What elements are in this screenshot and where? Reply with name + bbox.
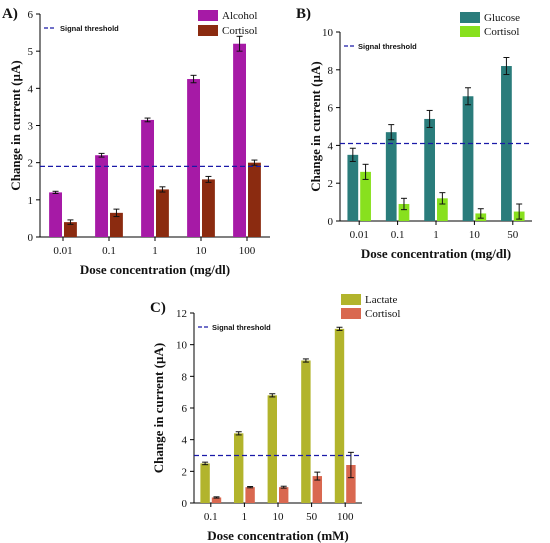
bar (301, 360, 311, 503)
legend-label: Cortisol (365, 308, 400, 320)
y-tick-label: 4 (328, 140, 334, 152)
y-tick-label: 8 (182, 371, 188, 383)
legend-label: Glucose (484, 12, 520, 24)
y-tick-label: 5 (28, 46, 34, 58)
bar (200, 463, 210, 503)
legend-swatch (460, 26, 480, 37)
bar (424, 118, 435, 221)
legend-swatch (460, 12, 480, 23)
y-tick-label: 6 (28, 9, 34, 21)
bar (279, 487, 289, 503)
y-tick-label: 2 (28, 158, 34, 170)
y-axis-label: Change in current (µA) (8, 60, 23, 190)
bar (95, 155, 108, 237)
y-tick-label: 0 (182, 498, 188, 510)
y-tick-label: 10 (176, 340, 188, 352)
threshold-legend-label: Signal threshold (212, 323, 271, 332)
bar (347, 154, 359, 221)
x-axis-label: Dose concentration (mg/dl) (361, 246, 511, 261)
bar (385, 132, 397, 221)
legend-label: Cortisol (222, 25, 257, 37)
bar (49, 192, 62, 237)
y-tick-label: 4 (28, 83, 34, 95)
x-tick-label: 0.01 (53, 245, 72, 257)
bar (248, 162, 261, 237)
x-axis-label: Dose concentration (mg/dl) (80, 262, 230, 277)
bar (360, 171, 371, 221)
threshold-legend-label: Signal threshold (60, 24, 119, 33)
bar (334, 328, 345, 503)
legend-swatch (198, 25, 218, 36)
y-tick-label: 0 (28, 232, 34, 244)
x-tick-label: 50 (507, 229, 519, 241)
bar (398, 203, 410, 221)
x-tick-label: 0.1 (391, 229, 405, 241)
x-tick-label: 10 (273, 511, 285, 523)
legend-label: Cortisol (484, 26, 519, 38)
bar (141, 119, 154, 237)
bar (501, 66, 512, 222)
y-axis-label: Change in current (µA) (151, 343, 166, 473)
chart-panel-3: C) 0 2 4 6 8 10 12 0.1 1 10 50 100 Signal threshold La… (150, 294, 400, 543)
bar (202, 179, 215, 237)
bar (233, 433, 244, 503)
chart-panel-2: B) 0 2 4 6 8 10 0.01 0.1 1 10 50 Signal threshold Glu… (296, 6, 532, 261)
x-tick-label: 0.1 (102, 245, 116, 257)
x-tick-label: 1 (152, 245, 158, 257)
bar (462, 96, 474, 221)
threshold-legend-label: Signal threshold (358, 42, 417, 51)
legend-label: Lactate (365, 294, 397, 306)
x-tick-label: 10 (469, 229, 481, 241)
x-tick-label: 10 (196, 245, 208, 257)
y-tick-label: 2 (182, 466, 188, 478)
y-tick-label: 2 (328, 178, 334, 190)
panel-label: B) (296, 6, 311, 22)
bar (110, 212, 123, 237)
panel-label: A) (2, 6, 18, 22)
legend-swatch (341, 308, 361, 319)
legend-swatch (341, 294, 361, 305)
bar (267, 395, 277, 503)
x-tick-label: 1 (433, 229, 439, 241)
bar (64, 222, 77, 237)
x-tick-label: 0.1 (204, 511, 218, 523)
chart-panel-1: A) 0 1 2 3 4 5 6 0.01 0.1 1 10 100 Signal threshold Al… (2, 6, 270, 277)
panel-label: C) (150, 300, 166, 316)
y-tick-label: 6 (328, 103, 334, 115)
y-tick-label: 3 (28, 121, 34, 133)
bar (233, 43, 246, 237)
legend-label: Alcohol (222, 10, 257, 22)
x-tick-label: 50 (306, 511, 318, 523)
bar (312, 476, 323, 503)
x-axis-label: Dose concentration (mM) (207, 528, 349, 543)
y-tick-label: 1 (28, 195, 34, 207)
bar (211, 497, 222, 503)
bar (187, 79, 200, 238)
x-tick-label: 100 (337, 511, 354, 523)
y-tick-label: 8 (328, 65, 334, 77)
x-tick-label: 0.01 (350, 229, 369, 241)
y-tick-label: 10 (322, 27, 334, 39)
bar (437, 198, 448, 221)
x-tick-label: 100 (239, 245, 256, 257)
bar (156, 189, 169, 237)
y-tick-label: 4 (182, 435, 188, 447)
bar (245, 487, 255, 503)
y-tick-label: 0 (328, 216, 334, 228)
y-tick-label: 12 (176, 308, 187, 320)
legend-swatch (198, 10, 218, 21)
bar (346, 465, 356, 503)
y-axis-label: Change in current (µA) (308, 61, 323, 191)
x-tick-label: 1 (242, 511, 248, 523)
y-tick-label: 6 (182, 403, 188, 415)
